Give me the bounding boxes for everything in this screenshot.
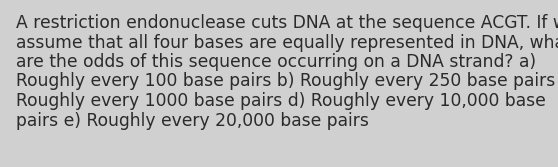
Text: Roughly every 100 base pairs b) Roughly every 250 base pairs c): Roughly every 100 base pairs b) Roughly … [16,72,558,91]
Text: A restriction endonuclease cuts DNA at the sequence ACGT. If we: A restriction endonuclease cuts DNA at t… [16,14,558,32]
Text: are the odds of this sequence occurring on a DNA strand? a): are the odds of this sequence occurring … [16,53,536,71]
Text: pairs e) Roughly every 20,000 base pairs: pairs e) Roughly every 20,000 base pairs [16,112,368,129]
Text: Roughly every 1000 base pairs d) Roughly every 10,000 base: Roughly every 1000 base pairs d) Roughly… [16,92,545,110]
Text: assume that all four bases are equally represented in DNA, what: assume that all four bases are equally r… [16,34,558,51]
